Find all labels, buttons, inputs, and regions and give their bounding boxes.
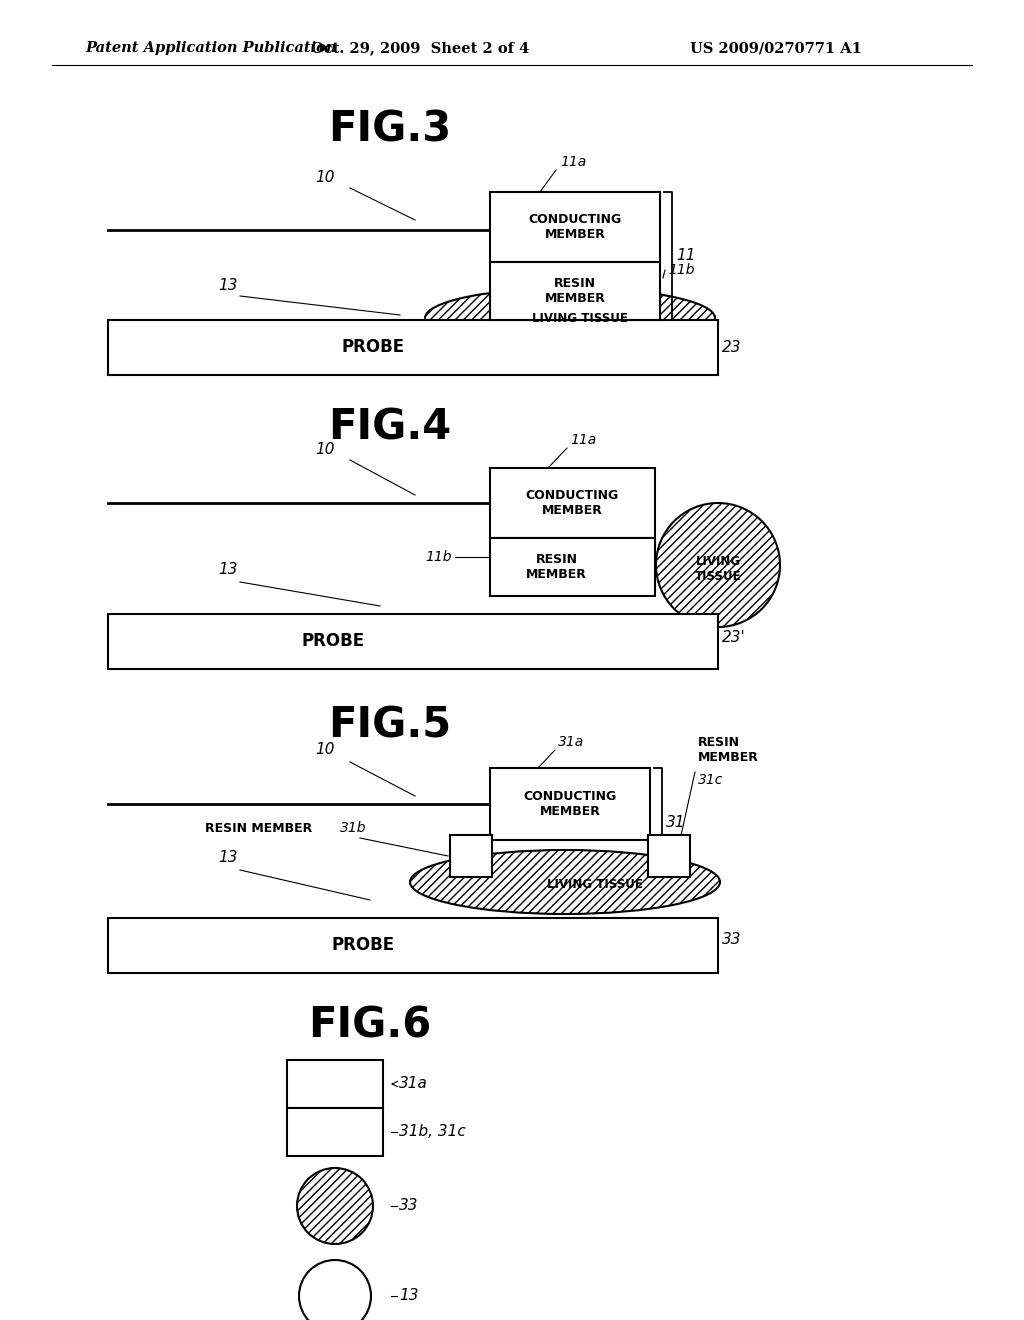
Circle shape <box>299 1261 371 1320</box>
Text: PROBE: PROBE <box>301 632 365 651</box>
Text: 13: 13 <box>218 279 238 293</box>
Bar <box>108 614 718 669</box>
Text: FIG.6: FIG.6 <box>308 1005 432 1045</box>
Bar <box>648 836 690 876</box>
Text: CONDUCTING
MEMBER: CONDUCTING MEMBER <box>528 213 622 242</box>
Text: LIVING
TISSUE: LIVING TISSUE <box>694 554 741 583</box>
Text: FIG.5: FIG.5 <box>329 704 452 746</box>
Text: 10: 10 <box>315 442 335 458</box>
Text: PROBE: PROBE <box>341 338 404 356</box>
Text: 33: 33 <box>722 932 741 948</box>
Text: US 2009/0270771 A1: US 2009/0270771 A1 <box>690 41 862 55</box>
Text: 11a: 11a <box>570 433 596 447</box>
Text: Oct. 29, 2009  Sheet 2 of 4: Oct. 29, 2009 Sheet 2 of 4 <box>311 41 529 55</box>
Circle shape <box>297 1168 373 1243</box>
Text: FIG.3: FIG.3 <box>329 110 452 150</box>
Bar <box>490 469 655 539</box>
Ellipse shape <box>410 850 720 913</box>
Text: 11: 11 <box>676 248 695 264</box>
Text: 31c: 31c <box>698 774 723 787</box>
Text: 31a: 31a <box>558 735 585 748</box>
Text: 11a: 11a <box>560 154 587 169</box>
Text: CONDUCTING
MEMBER: CONDUCTING MEMBER <box>526 488 620 517</box>
Bar <box>287 1060 383 1107</box>
Bar <box>490 261 660 319</box>
Text: PROBE: PROBE <box>332 936 394 954</box>
Text: RESIN
MEMBER: RESIN MEMBER <box>698 737 759 764</box>
Text: LIVING TISSUE: LIVING TISSUE <box>547 878 643 891</box>
Bar <box>490 768 650 840</box>
Text: 11b: 11b <box>668 263 694 277</box>
Text: CONDUCTING
MEMBER: CONDUCTING MEMBER <box>523 789 616 818</box>
Bar <box>490 191 660 261</box>
Text: Patent Application Publication: Patent Application Publication <box>85 41 337 55</box>
Text: 11b: 11b <box>426 550 452 564</box>
Text: RESIN
MEMBER: RESIN MEMBER <box>526 553 587 581</box>
Bar <box>450 836 492 876</box>
Text: 10: 10 <box>315 742 335 758</box>
Text: RESIN MEMBER: RESIN MEMBER <box>205 821 312 834</box>
Bar <box>287 1107 383 1156</box>
Text: 23: 23 <box>722 341 741 355</box>
Text: 23': 23' <box>722 631 745 645</box>
Text: LIVING TISSUE: LIVING TISSUE <box>532 312 628 325</box>
Bar <box>108 319 718 375</box>
Text: RESIN
MEMBER: RESIN MEMBER <box>545 277 605 305</box>
Text: FIG.4: FIG.4 <box>329 407 452 449</box>
Bar <box>108 917 718 973</box>
Ellipse shape <box>425 288 715 348</box>
Text: 31a: 31a <box>399 1077 428 1092</box>
Text: 31: 31 <box>666 814 685 830</box>
Text: 33: 33 <box>399 1199 419 1213</box>
Text: 31b, 31c: 31b, 31c <box>399 1125 466 1139</box>
Text: 13: 13 <box>218 562 238 578</box>
Text: 13: 13 <box>218 850 238 866</box>
Text: 31b: 31b <box>340 821 367 836</box>
Bar <box>490 539 655 597</box>
Text: 13: 13 <box>399 1288 419 1304</box>
Circle shape <box>656 503 780 627</box>
Text: 10: 10 <box>315 170 335 186</box>
